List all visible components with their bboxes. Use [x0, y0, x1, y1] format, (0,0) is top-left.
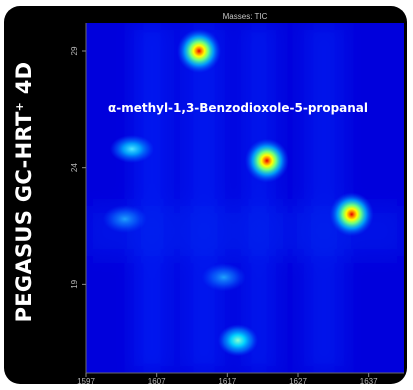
peak-spot	[244, 138, 289, 183]
y-tick-label: 19	[70, 279, 79, 288]
field-band	[242, 23, 276, 373]
x-tick-label: 1597	[77, 377, 95, 384]
peak-spot	[201, 263, 246, 292]
peak-spot	[102, 205, 147, 233]
peak-spot	[329, 192, 374, 237]
peak-spot	[109, 135, 154, 163]
peak-spot	[217, 324, 258, 357]
chart-frame: PEGASUS GC-HRT+ 4D Masses: TIC 1597 1607 1…	[4, 6, 407, 384]
y-axis-ticks: 19 24 29	[70, 46, 86, 289]
peak-spot	[177, 29, 222, 73]
x-tick-label: 1617	[218, 377, 236, 384]
field-band	[184, 23, 224, 373]
field-band	[134, 23, 170, 373]
y-tick-label: 29	[70, 46, 79, 55]
compound-annotation: α-methyl-1,3-Benzodioxole-5-propanal	[108, 101, 368, 115]
x-tick-label: 1607	[148, 377, 166, 384]
contour-plot: Masses: TIC 1597 1607 1617 1627 1637 192429 …	[70, 12, 404, 384]
chart-title: Masses: TIC	[223, 12, 268, 21]
x-tick-label: 1627	[289, 377, 307, 384]
x-axis-ticks: 1597 1607 1617 1627 1637	[77, 373, 378, 384]
x-tick-label: 1637	[360, 377, 378, 384]
y-tick-label: 24	[70, 163, 79, 172]
peaks-layer	[102, 29, 374, 357]
